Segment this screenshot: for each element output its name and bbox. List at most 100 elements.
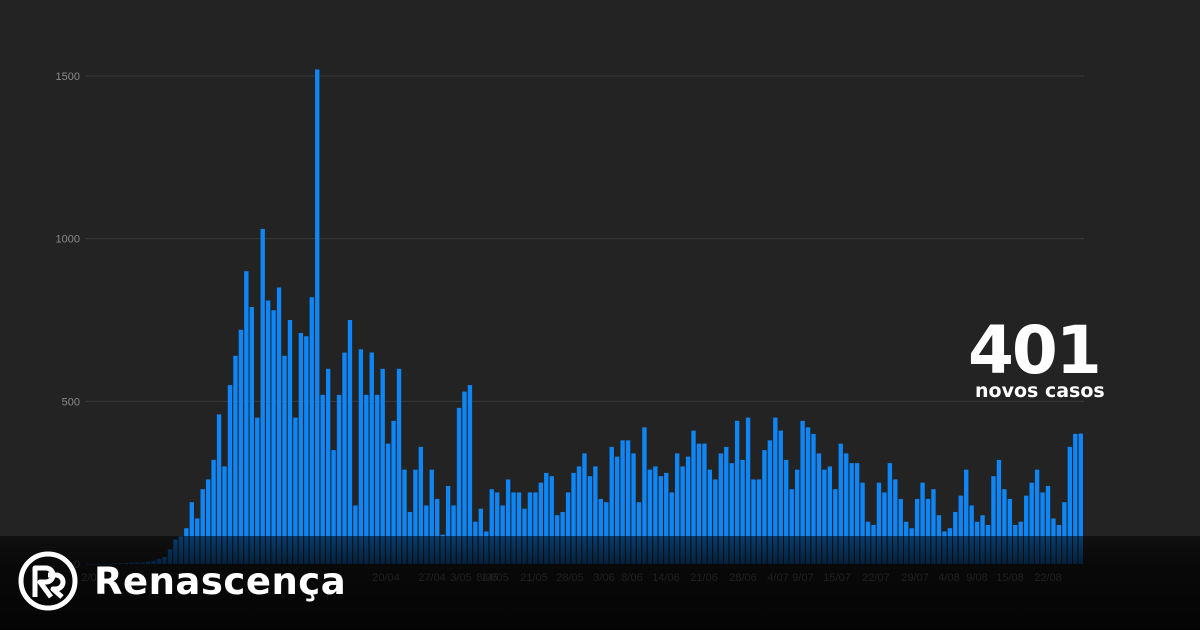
- bar: [533, 492, 538, 564]
- bar: [205, 479, 211, 564]
- bar: [315, 69, 320, 565]
- bar: [713, 479, 718, 564]
- bar: [276, 287, 282, 564]
- rr-logo-icon: [18, 551, 78, 611]
- bar: [653, 466, 658, 564]
- bar: [325, 368, 331, 564]
- y-axis-tick-labels: 050010001500: [56, 71, 80, 571]
- bar: [516, 492, 522, 564]
- y-tick-label: 1500: [56, 71, 80, 83]
- bar: [1062, 502, 1067, 564]
- brand[interactable]: Renascença: [18, 550, 346, 612]
- bar: [1002, 489, 1007, 564]
- bar: [598, 498, 603, 564]
- bar: [669, 492, 674, 564]
- bar: [734, 420, 740, 564]
- bar: [1067, 446, 1072, 564]
- bar: [1078, 433, 1083, 564]
- bar: [347, 320, 353, 564]
- bar: [849, 463, 854, 564]
- bar: [925, 498, 931, 564]
- bar: [707, 469, 713, 564]
- bar: [211, 459, 216, 564]
- grid-lines: [86, 75, 1084, 402]
- bar: [456, 407, 462, 564]
- bar: [751, 479, 756, 564]
- bar: [282, 355, 287, 564]
- bar: [642, 427, 647, 564]
- bar: [893, 479, 898, 564]
- bar: [238, 329, 244, 564]
- bar: [527, 492, 533, 564]
- bar: [811, 433, 816, 564]
- bar: [287, 320, 293, 564]
- bar: [500, 505, 505, 564]
- bar: [696, 443, 702, 564]
- bar: [604, 502, 609, 564]
- bar: [331, 450, 336, 564]
- bar: [435, 498, 440, 564]
- bar: [489, 489, 494, 564]
- bar: [293, 417, 298, 564]
- bar: [745, 417, 751, 564]
- highlight-value: 401: [968, 312, 1102, 389]
- bar: [244, 271, 249, 564]
- bar: [511, 492, 516, 564]
- bar: [413, 469, 418, 564]
- bar: [418, 446, 424, 564]
- bar: [233, 355, 238, 564]
- bar: [664, 472, 669, 564]
- bar: [445, 485, 451, 564]
- bar: [609, 446, 614, 564]
- bar: [991, 476, 996, 564]
- bar: [462, 391, 467, 564]
- bar: [495, 492, 500, 564]
- bar: [789, 489, 794, 564]
- bar: [620, 440, 625, 564]
- bar: [391, 420, 396, 564]
- bar: [364, 394, 369, 564]
- bar: [1073, 433, 1078, 564]
- bar: [1024, 495, 1029, 564]
- bar: [189, 502, 194, 564]
- bar: [827, 466, 833, 564]
- bar: [860, 482, 865, 564]
- bar: [369, 352, 374, 564]
- bar: [729, 463, 734, 564]
- bar: [336, 394, 342, 564]
- bar: [249, 306, 254, 564]
- bar: [833, 489, 838, 564]
- bar: [375, 394, 380, 564]
- bar: [882, 492, 887, 564]
- bar: [931, 489, 936, 564]
- bar: [876, 482, 882, 564]
- bar: [636, 502, 642, 564]
- bar: [358, 349, 364, 564]
- bar: [614, 456, 620, 564]
- bar: [402, 469, 407, 564]
- bar: [593, 466, 598, 564]
- bar: [784, 459, 789, 564]
- footer-band: [0, 536, 1200, 630]
- bar: [887, 463, 893, 564]
- bar: [1040, 492, 1045, 564]
- bar: [969, 505, 974, 564]
- bar: [271, 310, 276, 564]
- bar: [822, 469, 827, 564]
- bar: [1029, 482, 1034, 564]
- bar: [549, 476, 554, 564]
- y-tick-label: 500: [62, 396, 80, 408]
- bar: [265, 300, 271, 564]
- bar: [304, 336, 309, 564]
- bar: [996, 459, 1002, 564]
- bar: [685, 456, 691, 564]
- bar: [576, 466, 582, 564]
- bar: [1007, 498, 1013, 564]
- bar: [544, 472, 549, 564]
- bar: [680, 466, 685, 564]
- bar: [800, 420, 805, 564]
- bar: [805, 427, 811, 564]
- bar: [756, 479, 762, 564]
- bar: [424, 505, 429, 564]
- bar: [260, 228, 265, 564]
